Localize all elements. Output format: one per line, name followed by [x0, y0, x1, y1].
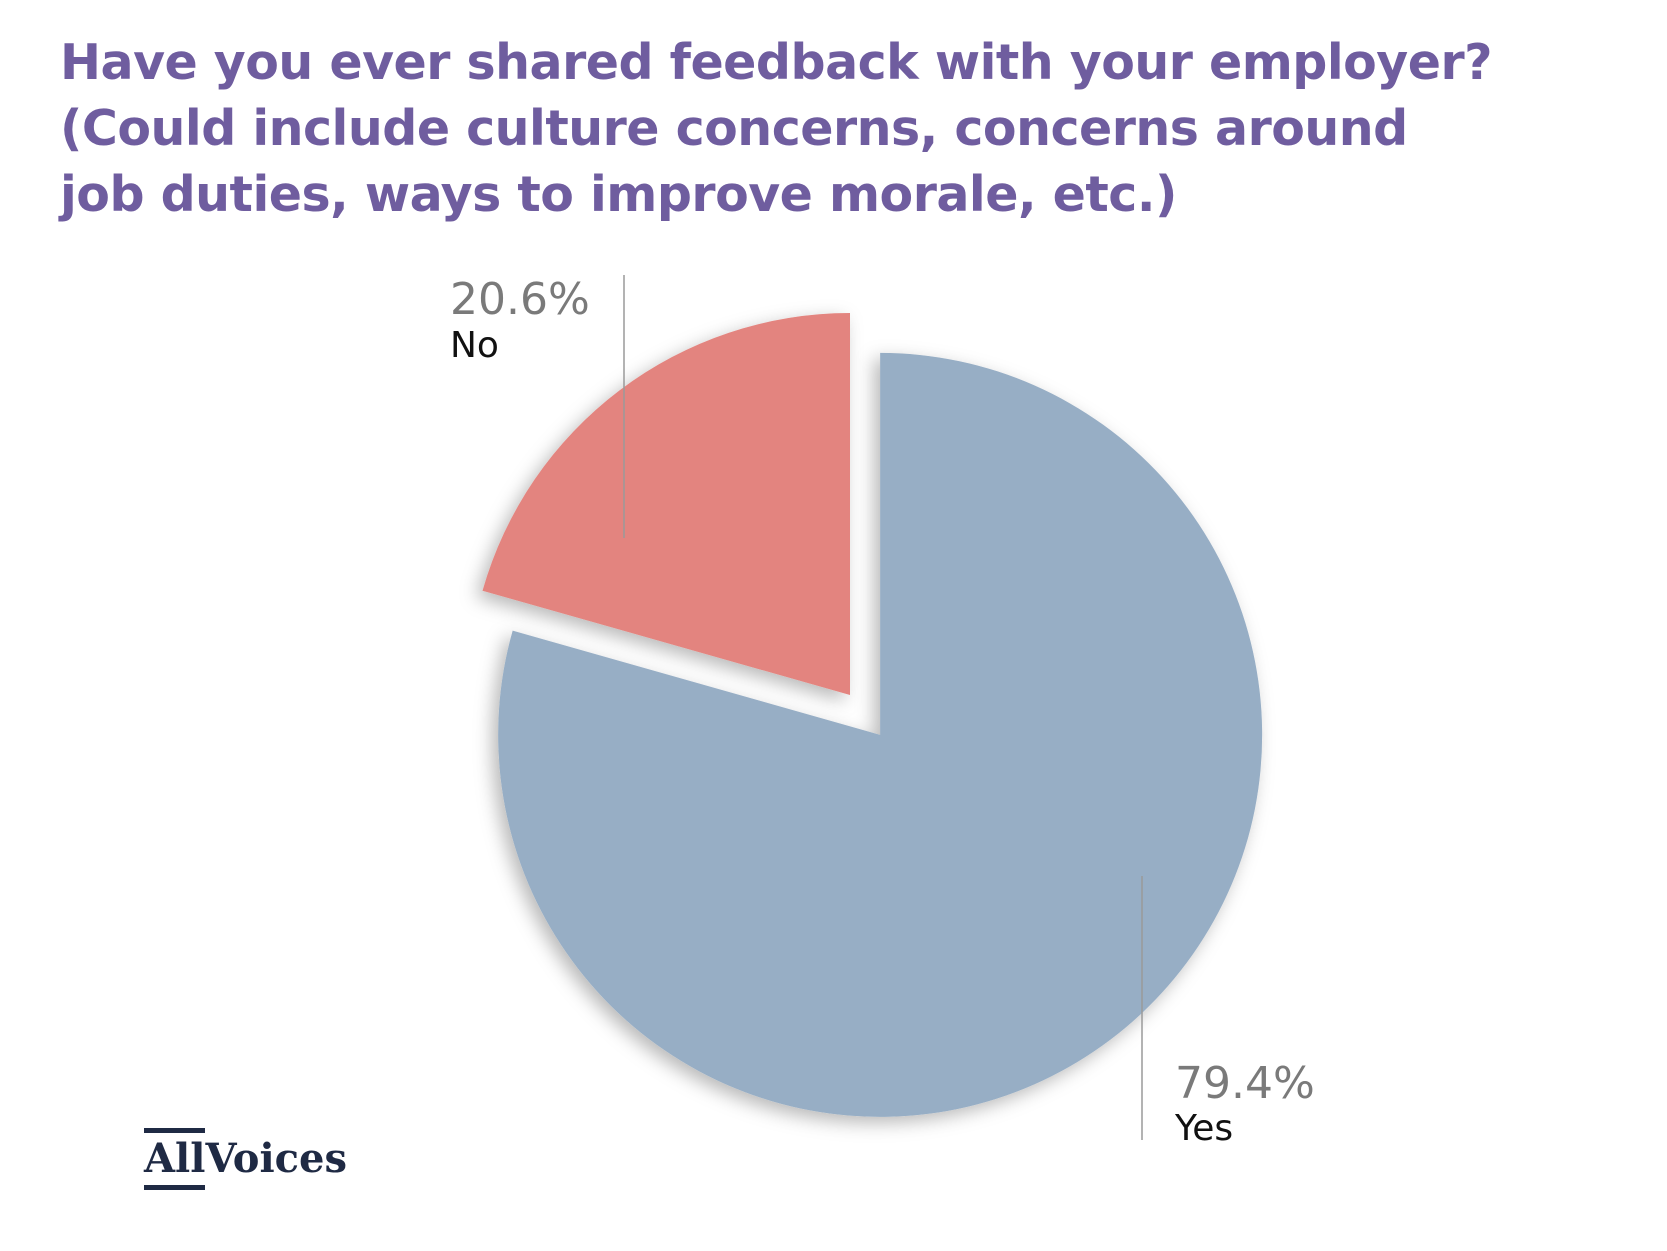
category-label-yes: Yes [1174, 1108, 1233, 1149]
pie-slice-yes [498, 352, 1263, 1117]
pie-labels: 79.4%Yes 20.6%No [450, 274, 1315, 1149]
chart-title-line-1: Have you ever shared feedback with your … [60, 34, 1493, 91]
pie-slices [482, 313, 1263, 1117]
allvoices-logo: All Voices [144, 1128, 347, 1190]
data-label-yes: 79.4% [1175, 1058, 1315, 1109]
logo-all-text: All [144, 1128, 206, 1190]
category-label-no: No [450, 325, 499, 366]
chart-title: Have you ever shared feedback with your … [60, 30, 1620, 228]
chart-title-line-2: (Could include culture concerns, concern… [60, 100, 1408, 157]
logo-voices-text: Voices [205, 1135, 347, 1182]
chart-title-line-3: job duties, ways to improve morale, etc.… [60, 166, 1177, 223]
pie-slice-no [482, 313, 850, 695]
data-label-no: 20.6% [450, 274, 590, 325]
